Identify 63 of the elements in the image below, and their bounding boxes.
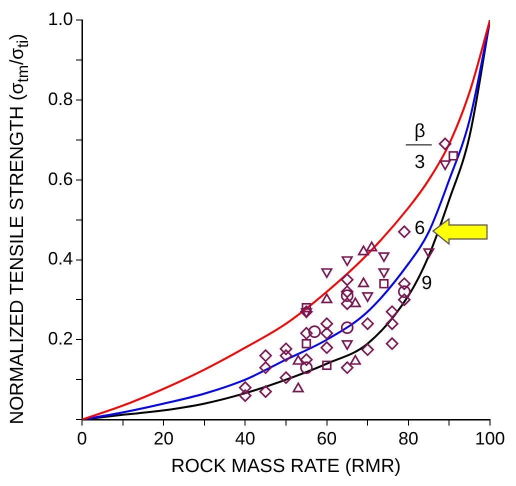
point (340, 289, 354, 302)
y-tick-label: 0.4 (48, 248, 73, 269)
point (438, 138, 452, 150)
x-tick-label: 40 (235, 428, 256, 448)
point (300, 326, 313, 340)
series-label: 9 (422, 273, 432, 294)
x-tick-label: 20 (154, 428, 174, 448)
point (292, 354, 304, 365)
x-tick-label: 60 (316, 428, 337, 448)
point (300, 353, 313, 366)
point (280, 349, 292, 362)
point (280, 371, 292, 384)
point (340, 285, 354, 298)
point (398, 277, 411, 290)
point (440, 160, 451, 170)
point (362, 292, 374, 302)
point (398, 225, 411, 238)
point (292, 382, 304, 392)
y-tick-label: 0.8 (48, 88, 73, 109)
series-label: 6 (414, 218, 426, 240)
point (340, 297, 354, 310)
point (398, 293, 411, 306)
point (423, 248, 434, 258)
x-tick-label: 100 (474, 428, 506, 448)
x-tick-label: 0 (76, 428, 88, 448)
point (320, 317, 334, 330)
point (340, 273, 354, 286)
point (300, 361, 313, 374)
point (238, 389, 252, 402)
point (259, 385, 272, 398)
point (448, 151, 458, 161)
point (280, 342, 292, 356)
point (238, 381, 252, 394)
point (320, 326, 334, 340)
x-axis-title: ROCK MASS RATE (RMR) (171, 456, 401, 477)
point (378, 268, 390, 278)
point (321, 268, 332, 278)
point (350, 354, 361, 365)
point (386, 317, 398, 330)
series-label: 3 (414, 152, 426, 174)
point (379, 279, 389, 288)
point (308, 325, 321, 338)
point (378, 252, 390, 262)
point (361, 317, 374, 330)
point (398, 285, 411, 298)
point (302, 338, 312, 348)
point (386, 305, 398, 318)
y-tick-label: 0.6 (48, 168, 73, 189)
point (361, 343, 374, 356)
point (342, 340, 353, 350)
point (340, 321, 354, 334)
legend-title: β (414, 121, 426, 142)
point (322, 360, 332, 370)
x-tick-label: 80 (398, 428, 418, 448)
point (259, 349, 272, 362)
point (259, 361, 272, 374)
y-tick-label: 1.0 (48, 8, 73, 29)
point (340, 361, 354, 374)
y-tick-label: 0.2 (48, 328, 73, 349)
point (342, 256, 353, 266)
point (386, 337, 398, 350)
point (300, 305, 313, 318)
point (320, 341, 334, 354)
